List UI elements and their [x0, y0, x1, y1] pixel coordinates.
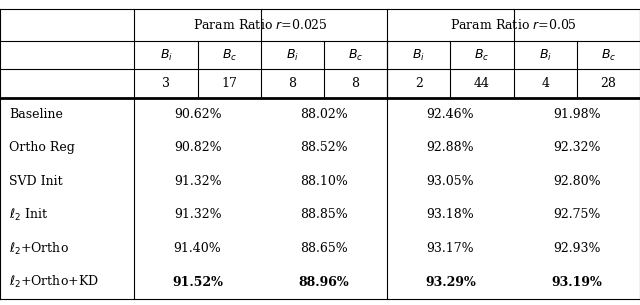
Text: 4: 4: [541, 77, 549, 90]
Text: $B_c$: $B_c$: [348, 48, 364, 63]
Text: 91.98%: 91.98%: [553, 108, 600, 121]
Text: SVD Init: SVD Init: [10, 175, 63, 188]
Text: 88.85%: 88.85%: [300, 209, 348, 221]
Text: 90.62%: 90.62%: [174, 108, 221, 121]
Text: Param Ratio $r$=0.025: Param Ratio $r$=0.025: [193, 18, 328, 32]
Text: 44: 44: [474, 77, 490, 90]
Text: 3: 3: [162, 77, 170, 90]
Text: 90.82%: 90.82%: [174, 142, 221, 154]
Text: 88.96%: 88.96%: [299, 276, 349, 289]
Text: 93.29%: 93.29%: [425, 276, 476, 289]
Text: 93.19%: 93.19%: [552, 276, 602, 289]
Text: 91.40%: 91.40%: [173, 242, 221, 255]
Text: 88.65%: 88.65%: [300, 242, 348, 255]
Text: 91.32%: 91.32%: [174, 209, 221, 221]
Text: 88.02%: 88.02%: [300, 108, 348, 121]
Text: 8: 8: [289, 77, 296, 90]
Text: Ortho Reg: Ortho Reg: [10, 142, 76, 154]
Text: $B_i$: $B_i$: [159, 48, 173, 63]
Text: 92.32%: 92.32%: [553, 142, 600, 154]
Text: 88.52%: 88.52%: [300, 142, 348, 154]
Text: 2: 2: [415, 77, 423, 90]
Text: 93.17%: 93.17%: [427, 242, 474, 255]
Text: 91.32%: 91.32%: [174, 175, 221, 188]
Text: 93.18%: 93.18%: [426, 209, 474, 221]
Text: 92.46%: 92.46%: [427, 108, 474, 121]
Text: 88.10%: 88.10%: [300, 175, 348, 188]
Text: Param Ratio $r$=0.05: Param Ratio $r$=0.05: [450, 18, 577, 32]
Text: 92.88%: 92.88%: [427, 142, 474, 154]
Text: $\ell_2$+Ortho+KD: $\ell_2$+Ortho+KD: [10, 274, 99, 290]
Text: 17: 17: [221, 77, 237, 90]
Text: 8: 8: [351, 77, 360, 90]
Text: $B_i$: $B_i$: [539, 48, 552, 63]
Text: Baseline: Baseline: [10, 108, 63, 121]
Text: $B_i$: $B_i$: [286, 48, 299, 63]
Text: 93.05%: 93.05%: [427, 175, 474, 188]
Text: $\ell_2$ Init: $\ell_2$ Init: [10, 207, 49, 223]
Text: $B_c$: $B_c$: [474, 48, 490, 63]
Text: 92.80%: 92.80%: [553, 175, 600, 188]
Text: 28: 28: [600, 77, 616, 90]
Text: $\ell_2$+Ortho: $\ell_2$+Ortho: [10, 241, 69, 257]
Text: $B_c$: $B_c$: [221, 48, 237, 63]
Text: 92.93%: 92.93%: [553, 242, 600, 255]
Text: $B_c$: $B_c$: [601, 48, 616, 63]
Text: 91.52%: 91.52%: [172, 276, 223, 289]
Text: $B_i$: $B_i$: [412, 48, 426, 63]
Text: 92.75%: 92.75%: [553, 209, 600, 221]
